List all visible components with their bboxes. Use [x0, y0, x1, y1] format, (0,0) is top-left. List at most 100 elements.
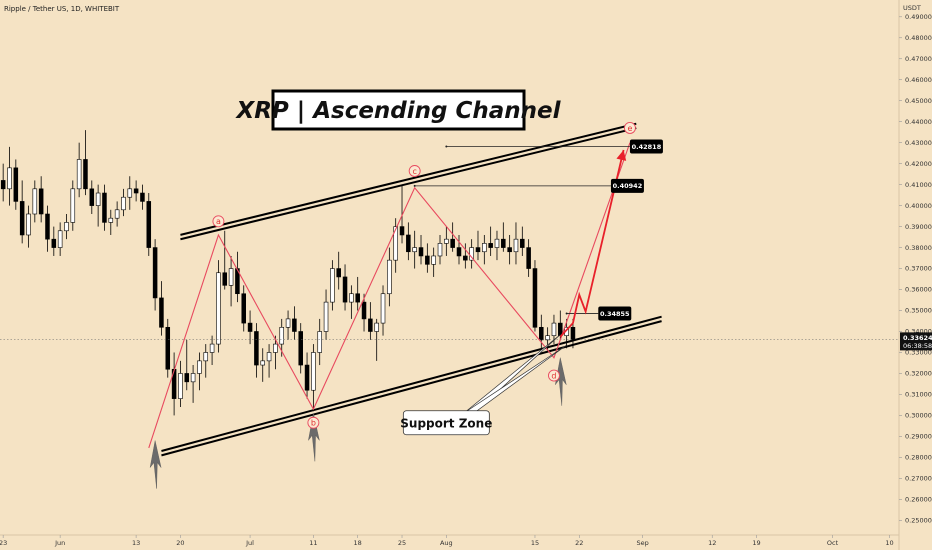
price-tick-label: 0.37000	[905, 265, 932, 273]
candle-body-up	[197, 360, 202, 374]
candle	[146, 193, 152, 256]
price-tick-label: 0.46000	[905, 76, 932, 84]
candle-body-down	[463, 255, 468, 261]
time-tick-label: 23	[0, 539, 7, 547]
projection-path[interactable]	[559, 149, 625, 338]
support-touch-arrow	[308, 413, 320, 462]
candle	[393, 218, 398, 273]
time-tick-label: 25	[398, 539, 406, 547]
candle-body-down	[368, 318, 373, 332]
candle-body-down	[247, 322, 253, 332]
wave-label-text: d	[551, 371, 556, 380]
candle-body-down	[184, 373, 190, 383]
target-price-text: 0.42818	[632, 143, 662, 151]
candle-body-down	[298, 331, 303, 366]
candle	[330, 260, 335, 311]
candle-body-up	[311, 352, 316, 391]
candle	[469, 239, 474, 269]
candle	[273, 335, 278, 370]
candle-body-down	[292, 318, 297, 332]
price-tick-label: 0.32000	[905, 370, 932, 378]
candle-body-down	[140, 192, 145, 202]
currency-label: USDT	[903, 4, 921, 12]
candle-body-up	[76, 159, 82, 190]
support-touch-arrow	[555, 357, 567, 406]
candle	[7, 146, 12, 206]
candle	[387, 247, 392, 307]
target-price-label[interactable]: 0.34855	[598, 306, 632, 321]
candle	[437, 234, 443, 265]
price-tick-label: 0.39000	[905, 223, 932, 231]
candle-body-down	[501, 238, 506, 248]
wave-label-circle	[307, 416, 320, 429]
symbol-info: Ripple / Tether US, 1D, WHITEBIT	[4, 5, 120, 13]
candle-body-up	[285, 318, 291, 328]
candle-body-down	[361, 301, 367, 320]
candle-body-down	[539, 326, 544, 341]
target-level-anchor	[565, 312, 568, 315]
price-tick-label: 0.45000	[905, 97, 932, 105]
price-tick-label: 0.49000	[905, 13, 932, 21]
candle	[374, 318, 379, 361]
candle-body-down	[254, 331, 259, 366]
wave-zigzag[interactable]	[148, 142, 631, 449]
candle-body-down	[532, 268, 538, 328]
candle-body-up	[412, 247, 417, 253]
candle-body-down	[13, 167, 19, 202]
target-price-label[interactable]: 0.40942	[610, 178, 644, 193]
price-tick-label: 0.38000	[905, 244, 932, 252]
wave-label-b[interactable]: b	[307, 416, 320, 429]
wave-label-circle	[623, 122, 636, 134]
time-axis: 23 Jun 13 20 Jul 11 18 25 Aug 15 22 Sep 12 19 Oct 10	[0, 535, 894, 547]
candle-body-down	[456, 247, 462, 257]
wave-label-c[interactable]: c	[408, 165, 421, 177]
candle-body-up	[349, 293, 354, 303]
candle	[209, 335, 215, 366]
candle-body-up	[108, 217, 114, 223]
candle	[361, 293, 367, 332]
wave-label-a[interactable]: a	[212, 215, 225, 228]
candle-body-up	[95, 192, 101, 206]
candle	[228, 255, 234, 307]
candle	[133, 180, 139, 202]
candle	[349, 285, 354, 319]
time-tick-label: 15	[531, 539, 539, 547]
candle-body-down	[450, 238, 455, 248]
candle	[102, 184, 107, 231]
price-tick-label: 0.30000	[905, 412, 932, 420]
candle	[431, 247, 436, 277]
wave-label-d[interactable]: d	[548, 369, 560, 382]
candle-body-down	[165, 326, 171, 370]
candle-body-down	[19, 201, 25, 236]
candle	[38, 176, 44, 223]
candle	[26, 205, 31, 248]
candle-body-up	[437, 243, 443, 257]
candle	[165, 318, 171, 378]
candle	[418, 234, 424, 265]
candle-body-up	[431, 255, 436, 265]
target-price-box	[610, 178, 644, 193]
candle	[203, 344, 209, 378]
candle-body-down	[133, 188, 139, 194]
wave-label-text: b	[311, 419, 316, 428]
callout-box[interactable]	[402, 410, 490, 436]
candle-body-down	[102, 192, 107, 223]
candle	[159, 281, 164, 336]
target-price-label[interactable]: 0.42818	[629, 139, 663, 154]
candle-body-up	[190, 373, 196, 383]
price-tick-label: 0.33000	[905, 349, 932, 357]
candle	[336, 251, 341, 290]
price-tick-label: 0.28000	[905, 454, 932, 462]
candle-body-up	[114, 209, 120, 219]
candle	[323, 289, 329, 340]
candle	[501, 222, 506, 252]
candle	[482, 234, 487, 265]
candle	[19, 180, 25, 244]
candle-body-down	[507, 247, 512, 253]
candle	[380, 285, 386, 336]
candle	[114, 201, 120, 227]
wave-label-e[interactable]: e	[623, 122, 636, 134]
channel-support-line[interactable]	[161, 315, 662, 457]
candle	[76, 142, 82, 198]
